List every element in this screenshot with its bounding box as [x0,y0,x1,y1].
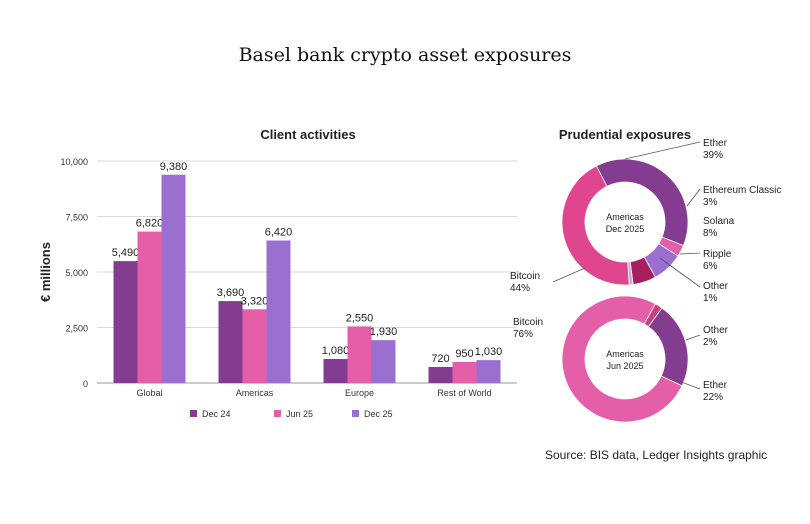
slice-percent-label: 8% [703,228,718,239]
bar-jun-25 [137,231,162,383]
donut-chart-title: Prudential exposures [559,127,691,142]
bar-value-label: 1,080 [322,345,350,357]
bar-value-label: 1,030 [475,346,503,358]
bar-value-label: 6,820 [136,218,164,230]
slice-name-label: Other [703,281,729,292]
slice-percent-label: 1% [703,293,718,304]
slice-percent-label: 76% [513,329,533,340]
legend-swatch [352,410,359,417]
bar-jun-25 [347,326,372,383]
page-title: Basel bank crypto asset exposures [238,44,572,66]
slice-name-label: Bitcoin [510,271,540,282]
slice-percent-label: 44% [510,283,530,294]
donut-dec-2025-center-label: Americas [606,212,644,222]
bar-dec-25 [476,360,501,383]
slice-percent-label: 39% [703,150,723,161]
bar-dec-24 [428,367,453,383]
bar-value-label: 950 [455,348,473,360]
x-tick-label: Global [136,388,162,398]
bar-dec-24 [323,359,348,383]
slice-name-label: Ether [703,380,728,391]
bar-chart-title: Client activities [260,127,355,142]
y-tick-label: 7,500 [65,213,88,223]
bar-value-label: 9,380 [160,161,188,173]
bar-value-label: 1,930 [370,326,398,338]
legend-swatch [274,410,281,417]
legend-label: Dec 24 [202,409,231,419]
slice-name-label: Ripple [703,249,732,260]
bar-value-label: 3,690 [217,287,245,299]
leader-line [686,188,701,207]
y-axis-label: € millions [38,242,53,302]
donut-jun-2025-slice-ether [647,307,689,387]
bar-dec-25 [161,174,186,383]
bar-value-label: 720 [431,353,449,365]
bar-jun-25 [242,309,267,383]
leader-line [624,141,701,160]
donut-jun-2025-center-label: Americas [606,349,644,359]
slice-name-label: Other [703,325,729,336]
bar-dec-25 [266,240,291,383]
donut-dec-2025-slice-bitcoin [561,165,630,286]
y-tick-label: 2,500 [65,324,88,334]
donut-jun-2025-center-label: Jun 2025 [606,361,643,371]
y-tick-label: 0 [83,379,88,389]
y-tick-label: 10,000 [60,157,88,167]
slice-percent-label: 22% [703,392,723,403]
y-tick-label: 5,000 [65,268,88,278]
x-tick-label: Americas [236,388,274,398]
bar-value-label: 6,420 [265,226,293,238]
leader-line [679,252,701,255]
slice-name-label: Solana [703,216,735,227]
donut-jun-2025-slice-bitcoin [561,295,683,423]
legend-label: Jun 25 [286,409,313,419]
slice-name-label: Bitcoin [513,317,543,328]
slice-percent-label: 3% [703,197,718,208]
bar-dec-25 [371,340,396,383]
bar-dec-24 [113,261,138,383]
source-note: Source: BIS data, Ledger Insights graphi… [545,448,768,462]
legend-swatch [190,410,197,417]
slice-percent-label: 6% [703,261,718,272]
leader-line [675,379,701,390]
donut-dec-2025-slice-ether [595,158,689,247]
bar-value-label: 3,320 [241,295,269,307]
bar-dec-24 [218,301,243,383]
donut-dec-2025-center-label: Dec 2025 [606,224,645,234]
x-tick-label: Rest of World [437,388,491,398]
bar-value-label: 2,550 [346,312,374,324]
bar-jun-25 [452,361,477,383]
leader-line [552,267,586,283]
leader-line [685,334,701,341]
slice-percent-label: 2% [703,337,718,348]
slice-name-label: Ethereum Classic [703,185,781,196]
legend-label: Dec 25 [364,409,393,419]
x-tick-label: Europe [345,388,374,398]
slice-name-label: Ether [703,138,728,149]
bar-value-label: 5,490 [112,247,140,259]
leader-line [659,257,701,288]
